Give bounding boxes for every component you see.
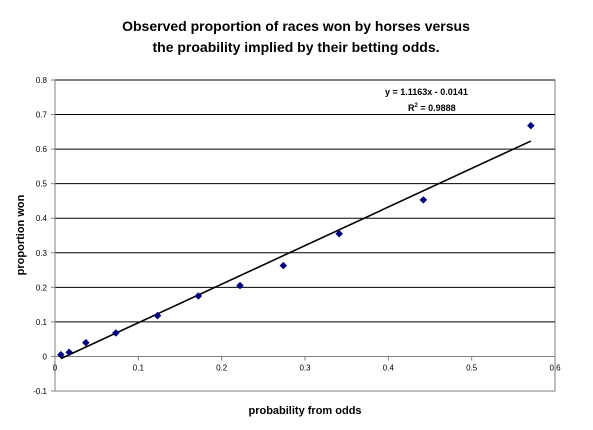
data-point-8 bbox=[335, 229, 344, 238]
y-tick-label-1: 0 bbox=[43, 352, 48, 361]
y-tick-label-8: 0.7 bbox=[36, 111, 48, 120]
plot-area bbox=[54, 79, 556, 392]
r-squared-superscript: 2 bbox=[415, 103, 419, 109]
y-tick-label-3: 0.2 bbox=[36, 283, 48, 292]
chart-title-line-1: Observed proportion of races won by hors… bbox=[122, 18, 470, 34]
r-squared-value: = 0.9888 bbox=[418, 103, 456, 113]
x-tick-label-4: 0.4 bbox=[383, 363, 395, 372]
data-points bbox=[56, 121, 535, 359]
data-point-4 bbox=[153, 311, 162, 320]
x-tick-labels: 0 0.1 0.2 0.3 0.4 0.5 0.6 bbox=[53, 363, 561, 372]
r-squared-label: R2 = 0.9888 bbox=[408, 103, 456, 113]
data-point-10 bbox=[526, 121, 535, 130]
r-squared-base: R bbox=[408, 103, 415, 113]
x-tick-label-6: 0.6 bbox=[549, 363, 561, 372]
axes bbox=[51, 79, 556, 392]
trendline bbox=[60, 140, 532, 360]
x-tick-label-2: 0.2 bbox=[216, 363, 228, 372]
y-tick-label-0: -0.1 bbox=[33, 387, 47, 396]
chart-title-line-2: the proability implied by their betting … bbox=[152, 39, 439, 55]
y-tick-label-9: 0.8 bbox=[36, 76, 48, 85]
y-tick-label-4: 0.3 bbox=[36, 249, 48, 258]
data-point-7 bbox=[279, 261, 288, 270]
data-point-0 bbox=[56, 350, 65, 359]
y-tick-label-2: 0.1 bbox=[36, 318, 48, 327]
y-axis-title: proportion won bbox=[15, 194, 27, 275]
data-point-6 bbox=[236, 281, 244, 290]
y-tick-label-7: 0.6 bbox=[36, 145, 48, 154]
data-point-1 bbox=[65, 348, 74, 357]
y-tick-labels: -0.1 0 0.1 0.2 0.3 0.4 0.5 0.6 0.7 0.8 bbox=[33, 76, 47, 396]
data-point-9 bbox=[419, 196, 428, 204]
trendline-equation: y = 1.1163x - 0.0141 bbox=[385, 87, 468, 97]
y-tick-label-6: 0.5 bbox=[36, 180, 48, 189]
x-axis-title: probability from odds bbox=[248, 405, 361, 417]
data-point-2 bbox=[81, 338, 90, 347]
x-tick-label-5: 0.5 bbox=[466, 363, 478, 372]
data-point-5 bbox=[194, 292, 203, 300]
x-tick-label-1: 0.1 bbox=[133, 363, 145, 372]
data-point-3 bbox=[111, 329, 120, 337]
trendline-group bbox=[60, 140, 532, 360]
x-tick-label-0: 0 bbox=[53, 363, 58, 372]
x-tick-label-3: 0.3 bbox=[299, 363, 311, 372]
y-tick-label-5: 0.4 bbox=[36, 214, 48, 223]
